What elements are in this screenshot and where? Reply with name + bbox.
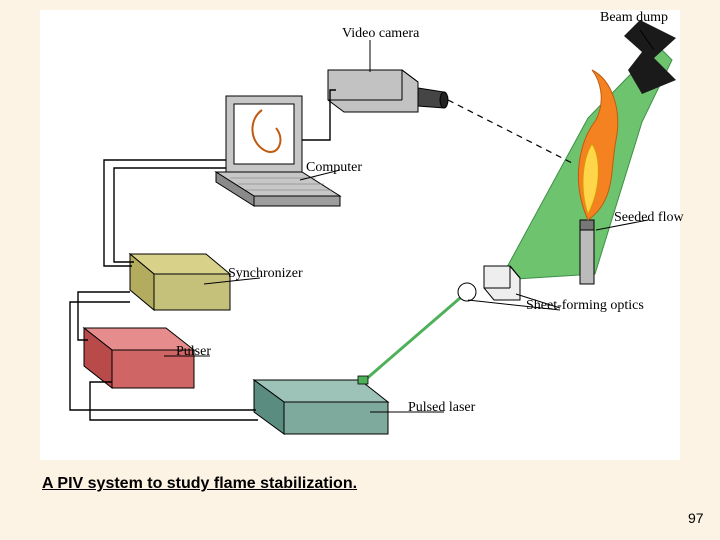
laptop-screen [234,104,294,164]
sheet-forming-optics [458,266,520,301]
label-video-camera: Video camera [342,26,419,42]
label-pulser: Pulser [176,344,211,360]
label-computer: Computer [306,160,362,176]
label-synchronizer: Synchronizer [228,266,303,282]
optics-lens [458,283,476,301]
label-seeded-flow: Seeded flow [614,210,684,226]
pulsed-laser-box [254,376,388,434]
piv-diagram [0,0,720,540]
video-camera [328,70,448,112]
label-sheet-optics: Sheet-forming optics [526,298,644,314]
label-beam-dump: Beam dump [600,10,668,26]
camera-view-line [448,100,574,164]
laser-beam-line [365,292,467,380]
computer-laptop [216,96,340,206]
label-pulsed-laser: Pulsed laser [408,400,475,416]
figure-caption: A PIV system to study flame stabilizatio… [42,475,357,493]
synchronizer-box [130,254,230,310]
page-number: 97 [688,510,704,526]
